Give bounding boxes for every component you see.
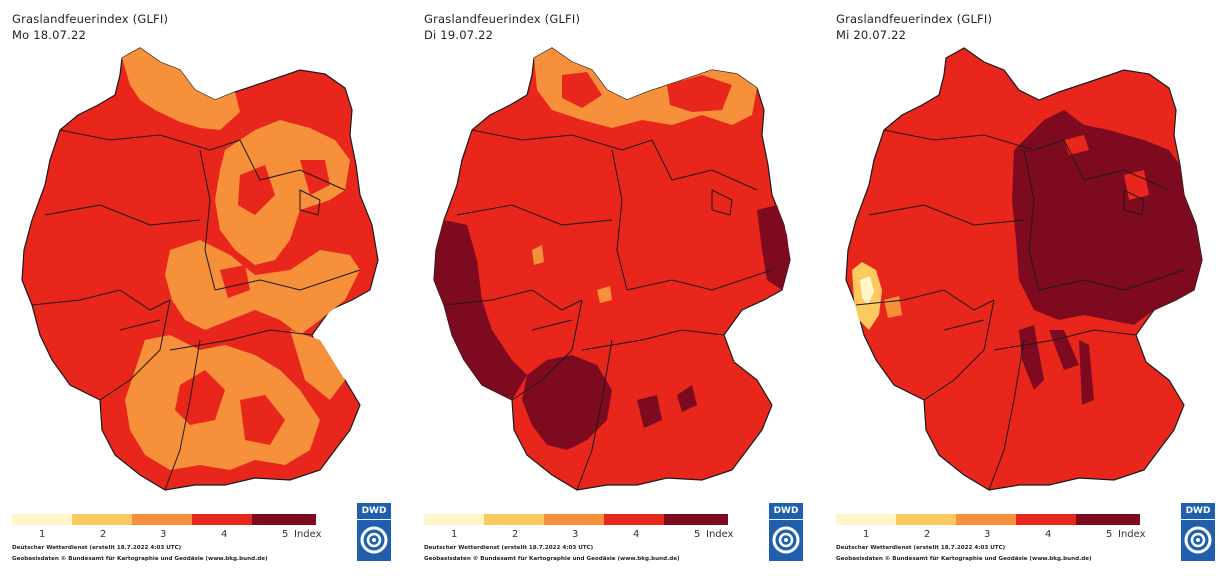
state-borders: [443, 129, 773, 491]
tue-orange-1: [532, 245, 544, 265]
legend-label-1: 1: [863, 529, 870, 540]
legend: 1 2 3 4 5 Index: [424, 514, 764, 550]
tue-zone-east: [757, 205, 790, 290]
legend-bar-5: [252, 514, 316, 525]
dwd-swirl-icon: [357, 520, 391, 561]
legend-bar-3: [132, 514, 192, 525]
footer-line1: Deutscher Wetterdienst (erstellt 18.7.20…: [836, 545, 1006, 551]
dwd-logo-text: DWD: [357, 503, 391, 519]
wed-zone-west-core: [860, 276, 874, 305]
legend-unit: Index: [1118, 529, 1146, 540]
mon-red-2: [240, 395, 285, 445]
legend-label-5: 5: [694, 529, 701, 540]
panel-title: Graslandfeuerindex (GLFI): [12, 12, 169, 26]
tue-red-north-2: [667, 75, 732, 112]
wed-streak-2: [1049, 330, 1079, 370]
tue-zone-sw: [522, 355, 612, 450]
dwd-logo-text: DWD: [1181, 503, 1215, 519]
legend-label-2: 2: [924, 529, 931, 540]
dwd-logo: DWD: [769, 503, 803, 563]
legend-label-4: 4: [221, 529, 228, 540]
legend-bar-2: [72, 514, 132, 525]
legend-label-2: 2: [100, 529, 107, 540]
footer-line2: Geobasisdaten © Bundesamt für Kartograph…: [836, 556, 1092, 562]
dwd-logo-text: DWD: [769, 503, 803, 519]
legend-label-1: 1: [451, 529, 458, 540]
legend-bar-1: [12, 514, 72, 525]
legend-label-3: 3: [160, 529, 167, 540]
panel-date: Di 19.07.22: [424, 28, 494, 42]
legend-bar-2: [896, 514, 956, 525]
mon-red-5: [220, 265, 250, 298]
mon-red-4: [300, 160, 330, 195]
tue-zone-west: [434, 220, 527, 400]
legend-label-4: 4: [633, 529, 640, 540]
legend-label-5: 5: [1106, 529, 1113, 540]
germany-map-tue: [433, 47, 791, 491]
legend-label-2: 2: [512, 529, 519, 540]
mon-zone-north: [122, 48, 240, 130]
dwd-swirl-icon: [769, 520, 803, 561]
legend-bar-4: [1016, 514, 1076, 525]
legend-bar-3: [956, 514, 1016, 525]
legend-bar-5: [1076, 514, 1140, 525]
legend-unit: Index: [706, 529, 734, 540]
map-panel-wed: Graslandfeuerindex (GLFI) Mi 20.07.22 1 …: [824, 0, 1220, 581]
germany-map-mon: [21, 47, 379, 491]
panel-date: Mi 20.07.22: [836, 28, 907, 42]
legend-label-3: 3: [572, 529, 579, 540]
wed-zone-east: [1012, 110, 1202, 325]
dwd-swirl-icon: [1181, 520, 1215, 561]
state-borders: [31, 129, 361, 491]
footer-line2: Geobasisdaten © Bundesamt für Kartograph…: [12, 556, 268, 562]
map-panel-mon: Graslandfeuerindex (GLFI) Mo 18.07.22 1 …: [0, 0, 406, 581]
legend-bar-4: [604, 514, 664, 525]
legend-label-4: 4: [1045, 529, 1052, 540]
mon-zone-se: [290, 330, 345, 400]
legend-label-1: 1: [39, 529, 46, 540]
footer-line1: Deutscher Wetterdienst (erstellt 18.7.20…: [424, 545, 594, 551]
legend-bar-5: [664, 514, 728, 525]
wed-streak-3: [1079, 340, 1094, 405]
wed-red-2: [1064, 135, 1089, 155]
dwd-logo: DWD: [1181, 503, 1215, 563]
mon-zone-center: [165, 240, 360, 335]
legend-bar-3: [544, 514, 604, 525]
legend-label-5: 5: [282, 529, 289, 540]
map-panel-tue: Graslandfeuerindex (GLFI) Di 19.07.22 1 …: [412, 0, 818, 581]
mon-zone-east: [215, 120, 350, 265]
legend-bar-2: [484, 514, 544, 525]
panel-title: Graslandfeuerindex (GLFI): [836, 12, 993, 26]
state-borders: [855, 129, 1185, 491]
legend-unit: Index: [294, 529, 322, 540]
legend-bar-1: [836, 514, 896, 525]
tue-spot-2: [677, 385, 697, 412]
tue-red-north-1: [562, 72, 602, 108]
panel-date: Mo 18.07.22: [12, 28, 87, 42]
germany-map-wed: [845, 47, 1203, 491]
legend-label-3: 3: [984, 529, 991, 540]
dwd-logo: DWD: [357, 503, 391, 563]
tue-orange-2: [597, 286, 612, 303]
legend-bar-4: [192, 514, 252, 525]
mon-red-3: [238, 165, 275, 215]
wed-streak-1: [1019, 325, 1044, 390]
tue-spot-1: [637, 395, 662, 428]
footer-line1: Deutscher Wetterdienst (erstellt 18.7.20…: [12, 545, 182, 551]
footer-line2: Geobasisdaten © Bundesamt für Kartograph…: [424, 556, 680, 562]
legend: 1 2 3 4 5 Index: [12, 514, 352, 550]
legend-bar-1: [424, 514, 484, 525]
wed-red-1: [1124, 170, 1149, 200]
legend: 1 2 3 4 5 Index: [836, 514, 1176, 550]
panel-title: Graslandfeuerindex (GLFI): [424, 12, 581, 26]
